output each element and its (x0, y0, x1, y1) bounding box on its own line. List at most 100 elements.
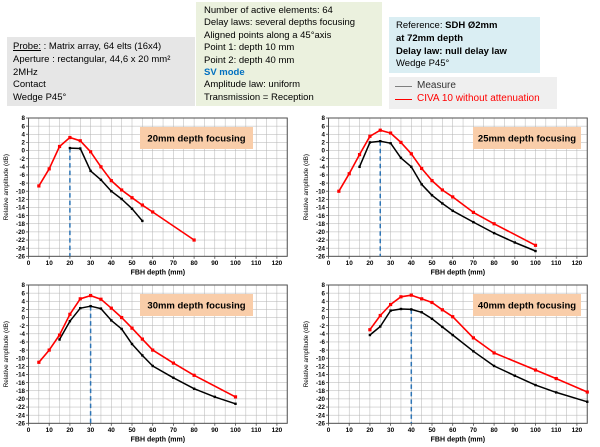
legend-item-measure: Measure (395, 80, 551, 93)
svg-text:40: 40 (108, 260, 116, 267)
text-line: Number of active elements: 64 (204, 5, 333, 16)
svg-text:-12: -12 (16, 364, 26, 371)
svg-text:40: 40 (408, 260, 416, 267)
svg-text:-14: -14 (316, 372, 326, 379)
svg-text:30: 30 (87, 260, 95, 267)
svg-text:80: 80 (191, 260, 199, 267)
delay-law-params-box: Number of active elements: 64 Delay laws:… (196, 2, 382, 106)
svg-text:-16: -16 (16, 380, 26, 387)
text-line: Aligned points along a 45°axis (204, 29, 332, 41)
text-line: Point 2: depth 40 mm (204, 54, 295, 66)
chart-25mm-depth-focusing: 0 10 20 30 40 50 60 70 80 90 100 110 120 8 6 4 2 0 -2 -4 -6-… (300, 113, 600, 280)
svg-text:-22: -22 (16, 404, 26, 411)
svg-text:50: 50 (428, 427, 436, 434)
svg-text:-8: -8 (319, 347, 325, 354)
svg-text:8: 8 (22, 115, 26, 122)
svg-text:-6: -6 (19, 172, 25, 179)
svg-text:-6: -6 (19, 339, 25, 346)
probe-title-line: Probe: : Matrix array, 64 elts (16x4) (13, 41, 189, 54)
svg-text:-10: -10 (316, 188, 326, 195)
svg-text:-2: -2 (19, 323, 25, 330)
svg-text:0: 0 (27, 260, 31, 267)
x-axis-label: FBH depth (mm) (131, 269, 185, 276)
svg-text:120: 120 (272, 427, 283, 434)
svg-text:-4: -4 (319, 331, 325, 338)
svg-text:2: 2 (22, 307, 26, 314)
svg-text:20: 20 (66, 427, 74, 434)
svg-text:0: 0 (22, 315, 26, 322)
svg-text:-24: -24 (16, 245, 26, 252)
svg-text:-10: -10 (16, 188, 26, 195)
charts-grid: 0 10 20 30 40 50 60 70 80 90 100 110 120 8 6 4 2 0 -2 -4 -6-… (0, 113, 600, 447)
svg-text:20: 20 (366, 260, 374, 267)
svg-text:-18: -18 (316, 221, 326, 228)
svg-text:20: 20 (66, 260, 74, 267)
svg-text:-10: -10 (316, 355, 326, 362)
svg-text:0: 0 (327, 427, 331, 434)
svg-text:6: 6 (22, 290, 26, 297)
svg-text:2: 2 (322, 140, 326, 147)
svg-text:0: 0 (27, 427, 31, 434)
svg-text:110: 110 (551, 427, 562, 434)
svg-text:-6: -6 (319, 339, 325, 346)
svg-text:-4: -4 (319, 164, 325, 171)
svg-text:110: 110 (251, 427, 262, 434)
y-axis-label: Relative amplitude (dB) (3, 154, 10, 220)
svg-text:-20: -20 (16, 396, 26, 403)
legend-label-measure: Measure (417, 80, 456, 92)
reference-value: SDH Ø2mm (445, 20, 498, 31)
svg-text:30: 30 (387, 427, 395, 434)
svg-text:-14: -14 (16, 372, 26, 379)
svg-text:8: 8 (322, 282, 326, 289)
chart-svg-25mm: 0 10 20 30 40 50 60 70 80 90 100 110 12086420-2-4-6-… (303, 115, 588, 276)
sv-mode-label: SV mode (204, 67, 245, 79)
svg-text:0: 0 (22, 148, 26, 155)
svg-text:10: 10 (46, 260, 54, 267)
svg-text:60: 60 (149, 427, 157, 434)
legend-label-civa: CIVA 10 without attenuation (417, 93, 540, 105)
probe-info-box: Probe: : Matrix array, 64 elts (16x4) Ap… (7, 37, 195, 106)
svg-text:100: 100 (230, 260, 241, 267)
chart-title: 20mm depth focusing (147, 134, 245, 145)
civa-series (369, 294, 588, 393)
svg-text:90: 90 (511, 260, 519, 267)
svg-text:50: 50 (428, 260, 436, 267)
svg-text:70: 70 (170, 427, 178, 434)
svg-text:-24: -24 (316, 412, 326, 419)
chart-20mm-depth-focusing: 0 10 20 30 40 50 60 70 80 90 100 110 120 8 6 4 2 0 -2 -4 -6-… (0, 113, 300, 280)
svg-text:-4: -4 (19, 164, 25, 171)
svg-text:100: 100 (530, 427, 541, 434)
svg-text:90: 90 (511, 427, 519, 434)
svg-text:4: 4 (322, 298, 326, 305)
svg-text:-14: -14 (16, 205, 26, 212)
svg-text:110: 110 (251, 260, 262, 267)
measure-series (69, 147, 143, 222)
text-line: Point 1: depth 10 mm (204, 42, 295, 54)
svg-text:120: 120 (272, 260, 283, 267)
svg-text:90: 90 (211, 427, 219, 434)
svg-text:80: 80 (491, 427, 499, 434)
svg-text:50: 50 (128, 260, 136, 267)
text-line: Contact (13, 79, 46, 91)
svg-text:-18: -18 (16, 221, 26, 228)
svg-text:30: 30 (387, 260, 395, 267)
reference-label: Reference: (396, 20, 446, 31)
measure-series (58, 305, 236, 405)
chart-30mm-depth-focusing: 0 10 20 30 40 50 60 70 80 90 100 110 120 8 6 4 2 0 -2 -4 -6-… (0, 280, 300, 447)
svg-text:-22: -22 (316, 404, 326, 411)
svg-text:-18: -18 (16, 388, 26, 395)
svg-text:-26: -26 (16, 254, 26, 261)
civa-line-swatch (395, 99, 412, 100)
svg-text:-26: -26 (316, 254, 326, 261)
svg-text:-8: -8 (319, 180, 325, 187)
svg-text:6: 6 (322, 290, 326, 297)
text-line: Amplitude law: uniform (204, 79, 301, 91)
svg-text:-12: -12 (316, 364, 326, 371)
svg-text:90: 90 (211, 260, 219, 267)
y-axis-label: Relative amplitude (dB) (303, 321, 310, 387)
svg-text:30: 30 (87, 427, 95, 434)
svg-text:60: 60 (449, 427, 457, 434)
svg-text:40: 40 (408, 427, 416, 434)
svg-text:-2: -2 (319, 156, 325, 163)
svg-text:-24: -24 (316, 245, 326, 252)
